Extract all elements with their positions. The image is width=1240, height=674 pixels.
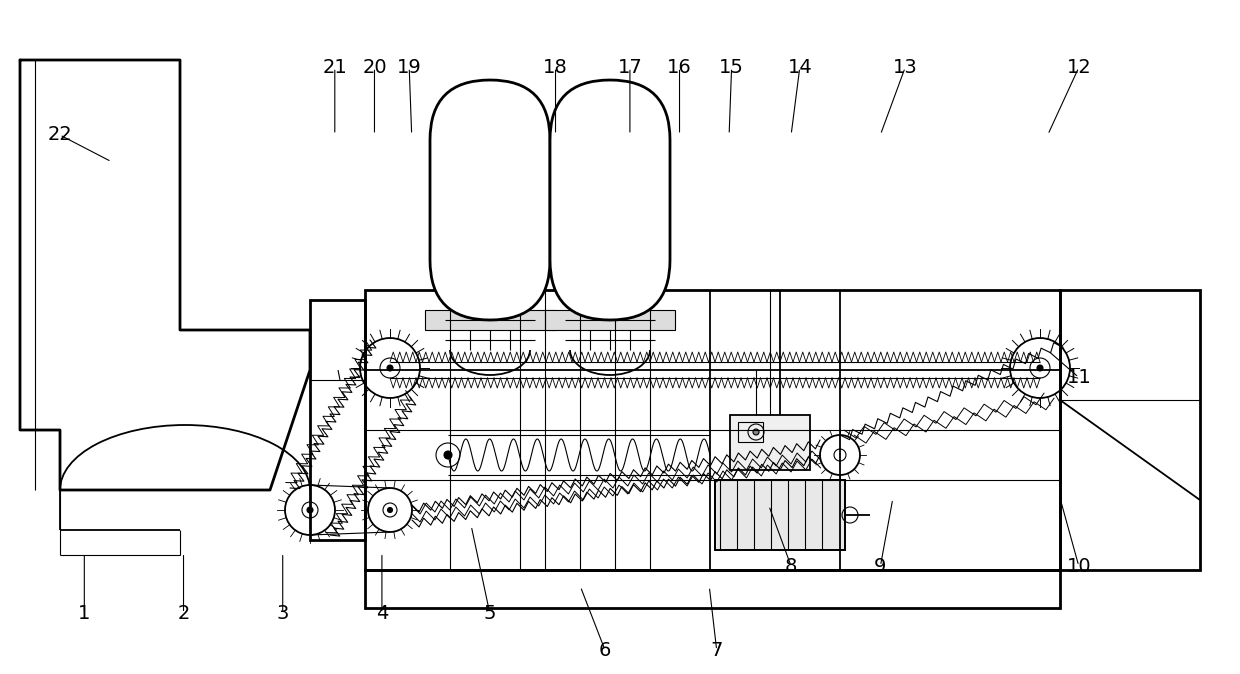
Text: 11: 11 [1066,368,1091,387]
Bar [425,310,556,330]
Text: 17: 17 [618,58,642,77]
FancyBboxPatch shape [430,80,551,320]
Text: 3: 3 [277,604,289,623]
Text: 15: 15 [719,58,744,77]
Bar [715,480,844,550]
Text: 13: 13 [893,58,918,77]
Text: 8: 8 [785,557,797,576]
Text: 18: 18 [543,58,568,77]
Text: 19: 19 [397,58,422,77]
FancyBboxPatch shape [551,80,670,320]
Circle shape [308,507,312,513]
Text: 12: 12 [1066,58,1091,77]
Circle shape [387,365,393,371]
Bar [715,480,844,550]
Text: 14: 14 [787,58,812,77]
Bar [1060,290,1200,570]
Text: 5: 5 [484,604,496,623]
Bar [365,290,1060,570]
Bar [546,310,675,330]
Text: 21: 21 [322,58,347,77]
Bar [730,415,810,470]
Text: 6: 6 [599,641,611,660]
Text: 20: 20 [362,58,387,77]
Circle shape [444,451,453,459]
Text: 1: 1 [78,604,91,623]
Bar [310,300,365,540]
Circle shape [387,508,393,512]
Text: 7: 7 [711,641,723,660]
Circle shape [1037,365,1043,371]
Text: 16: 16 [667,58,692,77]
Text: 9: 9 [874,557,887,576]
Bar [365,570,1060,608]
Text: 22: 22 [47,125,72,144]
Bar [738,422,763,442]
Text: 2: 2 [177,604,190,623]
Circle shape [753,429,759,435]
Text: 10: 10 [1066,557,1091,576]
Text: 4: 4 [376,604,388,623]
